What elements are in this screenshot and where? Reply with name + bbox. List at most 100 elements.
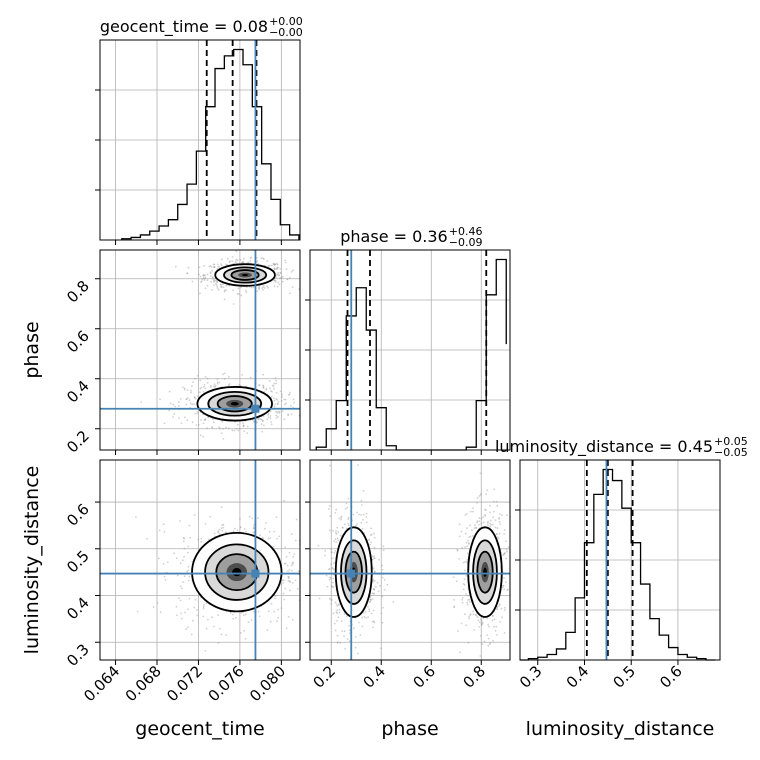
sample-point <box>212 385 215 388</box>
sample-point <box>340 518 342 521</box>
sample-point <box>365 516 368 518</box>
sample-point <box>333 540 335 543</box>
sample-point <box>189 536 192 539</box>
density-panel-geocent_time-phase: 0.2 0.4 0.6 0.8 <box>63 249 301 456</box>
sample-point <box>331 599 333 601</box>
sample-point <box>202 390 205 393</box>
sample-point <box>216 268 219 270</box>
sample-point <box>241 261 244 264</box>
sample-point <box>518 553 520 555</box>
sample-point <box>146 537 148 540</box>
sample-point <box>382 606 384 609</box>
sample-point <box>482 617 485 620</box>
sample-point <box>334 629 337 632</box>
sample-point <box>493 488 496 491</box>
sample-point <box>478 517 481 519</box>
sample-point <box>276 402 279 405</box>
sample-point <box>345 527 348 530</box>
sample-point <box>186 272 189 275</box>
sample-point <box>274 279 277 282</box>
sample-point <box>334 512 337 514</box>
sample-point <box>291 619 294 621</box>
sample-point <box>377 590 380 593</box>
sample-point <box>294 579 297 582</box>
y-tick-label: 0.3 <box>63 640 93 670</box>
sample-point <box>338 517 341 520</box>
sample-point <box>202 615 205 618</box>
sample-point <box>381 564 383 567</box>
sample-point <box>464 561 467 563</box>
sample-point <box>204 287 207 290</box>
y-axis-label-phase: phase <box>21 321 43 378</box>
sample-point <box>372 626 374 629</box>
panel-title-minus: −0.09 <box>449 236 483 249</box>
sample-point <box>217 530 220 533</box>
sample-point <box>194 398 197 400</box>
sample-point <box>283 418 286 421</box>
sample-point <box>328 505 331 507</box>
sample-point <box>278 274 280 277</box>
sample-point <box>242 424 245 427</box>
sample-point <box>365 521 368 524</box>
sample-point <box>243 630 246 632</box>
sample-point <box>278 410 281 413</box>
sample-point <box>333 568 335 571</box>
sample-point <box>222 283 224 286</box>
contour-line <box>334 526 373 618</box>
truth-marker <box>347 569 356 578</box>
sample-point <box>267 413 270 416</box>
sample-point <box>272 545 275 548</box>
sample-point <box>347 522 350 525</box>
sample-point <box>245 530 247 533</box>
sample-point <box>476 497 479 499</box>
sample-point <box>348 624 350 627</box>
sample-point <box>258 384 260 386</box>
sample-point <box>173 552 175 555</box>
sample-point <box>232 613 234 616</box>
sample-point <box>468 617 471 620</box>
sample-point <box>513 584 515 586</box>
sample-point <box>371 580 374 583</box>
sample-point <box>465 593 467 595</box>
sample-point <box>174 265 177 268</box>
sample-point <box>222 427 225 430</box>
sample-point <box>480 522 483 525</box>
sample-point <box>360 521 363 524</box>
sample-point <box>280 584 283 586</box>
sample-point <box>371 592 374 594</box>
sample-point <box>276 273 279 275</box>
sample-point <box>480 620 483 622</box>
sample-point <box>349 632 351 635</box>
sample-point <box>269 620 272 623</box>
truth-marker <box>251 404 260 413</box>
sample-point <box>505 540 507 543</box>
sample-point <box>211 616 213 619</box>
sample-point <box>220 283 222 286</box>
sample-point <box>264 527 266 530</box>
sample-point <box>204 276 207 279</box>
sample-point <box>506 550 508 553</box>
sample-point <box>287 413 290 416</box>
panel-frame <box>99 249 301 451</box>
sample-point <box>267 412 270 415</box>
sample-point <box>252 420 255 423</box>
sample-point <box>193 396 196 399</box>
sample-point <box>180 612 183 615</box>
sample-point <box>274 263 276 266</box>
sample-point <box>188 524 191 527</box>
sample-point <box>239 518 241 520</box>
sample-point <box>246 425 249 428</box>
sample-point <box>140 401 143 403</box>
x-axis-label-luminosity_distance: luminosity_distance <box>526 718 715 740</box>
sample-point <box>194 396 196 399</box>
y-tick-label: 0.4 <box>63 377 93 407</box>
sample-point <box>135 516 137 518</box>
sample-point <box>282 582 285 584</box>
sample-point <box>364 610 367 613</box>
sample-point <box>275 516 278 518</box>
sample-point <box>330 563 333 566</box>
sample-point <box>213 263 216 266</box>
sample-point <box>469 510 472 513</box>
sample-point <box>200 541 203 543</box>
sample-point <box>262 420 264 422</box>
